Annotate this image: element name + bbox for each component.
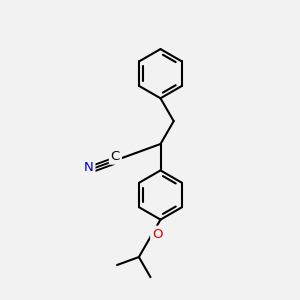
Text: N: N: [84, 161, 94, 174]
Text: O: O: [152, 228, 163, 241]
Text: C: C: [111, 150, 120, 163]
